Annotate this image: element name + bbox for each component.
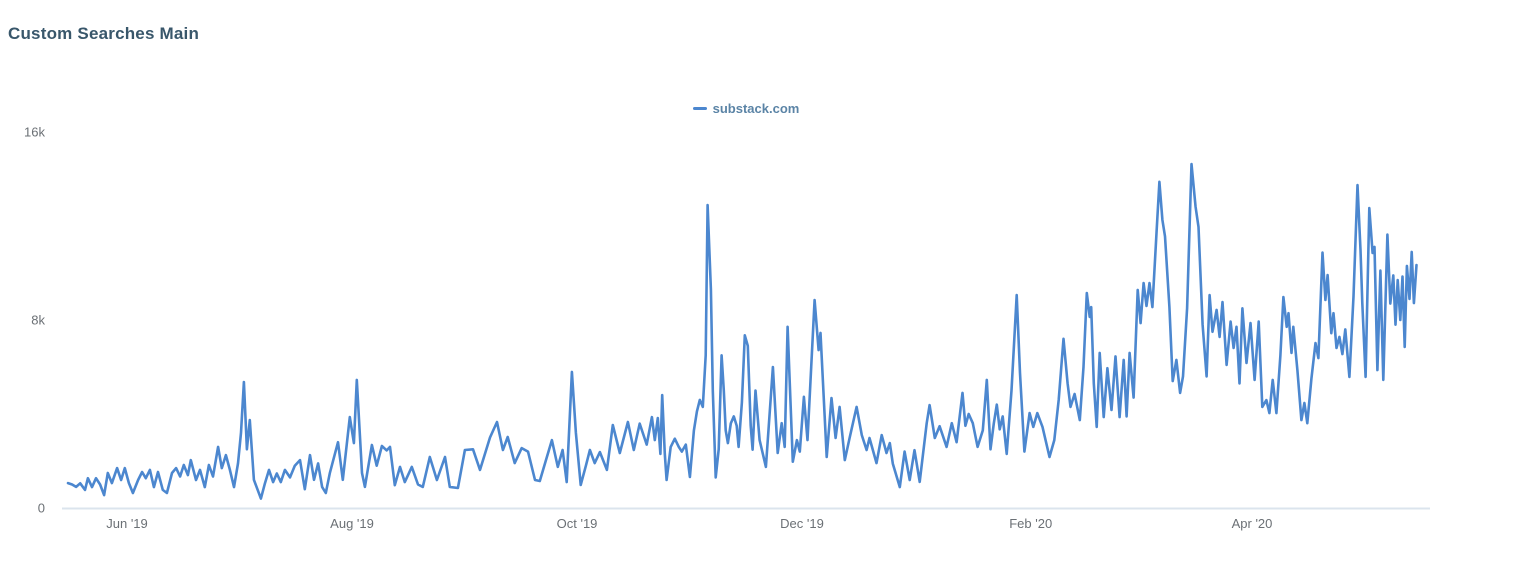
legend-line-marker-icon xyxy=(692,107,707,110)
x-axis-tick-label: Dec '19 xyxy=(780,516,824,531)
x-axis-tick-labels: Jun '19 Aug '19 Oct '19 Dec '19 Feb '20 Apr '… xyxy=(106,516,1272,531)
x-axis-tick-label: Aug '19 xyxy=(330,516,374,531)
x-axis-tick-label: Jun '19 xyxy=(106,516,148,531)
series-line-substack[interactable] xyxy=(66,162,1418,500)
y-axis-tick-labels: 0 8k 16k xyxy=(24,125,45,516)
y-axis-tick-label: 16k xyxy=(24,125,45,140)
chart-title: Custom Searches Main xyxy=(8,24,200,43)
x-axis-tick-label: Apr '20 xyxy=(1232,516,1273,531)
legend-series-label: substack.com xyxy=(712,101,800,116)
x-axis-tick-label: Feb '20 xyxy=(1009,516,1052,531)
y-axis-tick-label: 0 xyxy=(38,501,45,516)
x-axis-tick-label: Oct '19 xyxy=(557,516,598,531)
legend-item-substack[interactable]: substack.com xyxy=(692,101,800,116)
legend: substack.com xyxy=(62,101,1430,116)
y-axis-tick-label: 8k xyxy=(31,313,45,328)
